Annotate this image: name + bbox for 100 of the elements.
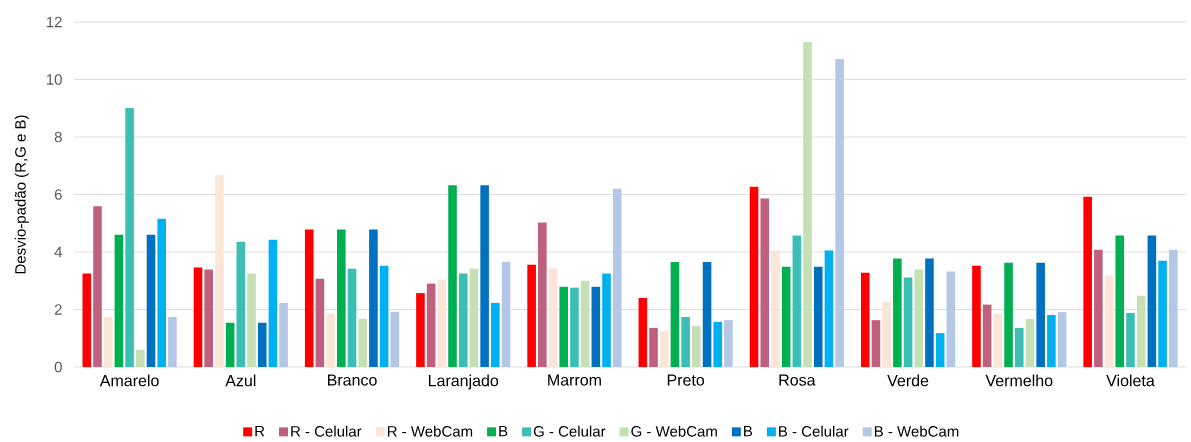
bar [1158,260,1167,367]
bar [1083,196,1092,367]
bar [82,273,92,367]
bar [1126,312,1135,367]
bar [146,234,156,367]
bar [570,287,579,367]
x-tick-label: Branco [327,374,377,386]
bar [1004,262,1013,367]
legend-label: B [499,425,508,437]
bar [1094,249,1103,367]
bar [903,277,913,367]
legend-label: B - WebCam [874,425,959,437]
bar [268,239,278,367]
bar [925,258,934,367]
bar [1104,275,1114,367]
bar [670,262,680,367]
legend-label: G - Celular [533,425,606,437]
x-tick-label: Amarelo [99,374,159,387]
bar [279,302,288,367]
bar [257,322,267,367]
bar [591,286,601,367]
legend-label: B - Celular [779,425,849,437]
bar [803,42,812,367]
bar [792,235,802,367]
bar [379,265,389,367]
bar [527,264,536,367]
bar [659,331,669,367]
bar [781,266,791,367]
bar [692,325,701,367]
x-tick-label: Rosa [779,374,816,386]
x-tick-label: Laranjado [428,374,499,390]
y-tick-label: 2 [54,304,62,315]
bar [724,320,733,367]
y-axis-title: Desvio-padão (R,G e B) [14,115,29,274]
bar [437,279,447,367]
bar [1168,249,1178,367]
bar [390,311,400,367]
bar [480,185,489,367]
bar [1014,327,1024,367]
bar [548,268,558,367]
bar [215,175,224,367]
bar [469,268,479,367]
bar [1025,318,1035,367]
legend-label: R - WebCam [387,425,473,437]
bar [813,266,823,367]
bar [612,188,622,367]
bar [824,250,834,367]
bar [760,198,770,367]
bar [914,269,924,367]
bar [993,313,1003,367]
x-tick-label: Azul [225,374,256,387]
bar [638,298,648,367]
bar [136,349,145,367]
x-tick-label: Violeta [1106,374,1155,387]
bar [448,185,457,367]
bar [860,272,870,367]
bar [1057,312,1067,367]
bar [204,269,214,367]
bar [168,316,177,367]
bar [416,293,425,367]
bar [538,222,547,367]
bar [1147,235,1157,367]
bar [326,313,335,367]
y-tick-label: 8 [54,131,62,143]
bar [559,286,569,367]
bar [946,271,956,367]
legend-label: R [255,425,265,437]
bar [347,268,357,367]
y-tick-label: 4 [54,246,63,258]
bar [681,316,690,367]
bar [871,320,881,367]
bar [1047,314,1056,367]
y-tick-label: 10 [46,74,62,85]
bar [835,59,844,367]
y-tick-label: 6 [54,189,62,200]
bar [337,229,346,367]
bar [225,322,235,367]
bar [749,186,759,367]
bar [501,261,511,367]
bar [882,302,891,367]
bar [369,229,378,367]
legend-label: R - Celular [291,425,362,437]
bar [247,273,256,367]
bar [358,318,368,367]
bar [1036,262,1045,367]
bar [580,280,590,367]
bar [304,229,314,367]
bar [114,234,124,367]
bar [157,218,166,367]
bar [771,250,780,367]
x-tick-label: Preto [667,374,705,386]
bar [125,107,134,367]
bar [982,304,992,367]
x-tick-label: Verde [887,374,929,387]
bar [236,241,246,367]
bar [193,267,203,367]
y-tick-label: 12 [46,16,62,28]
bar [602,273,611,367]
bar [1115,235,1125,367]
bar [649,327,658,367]
